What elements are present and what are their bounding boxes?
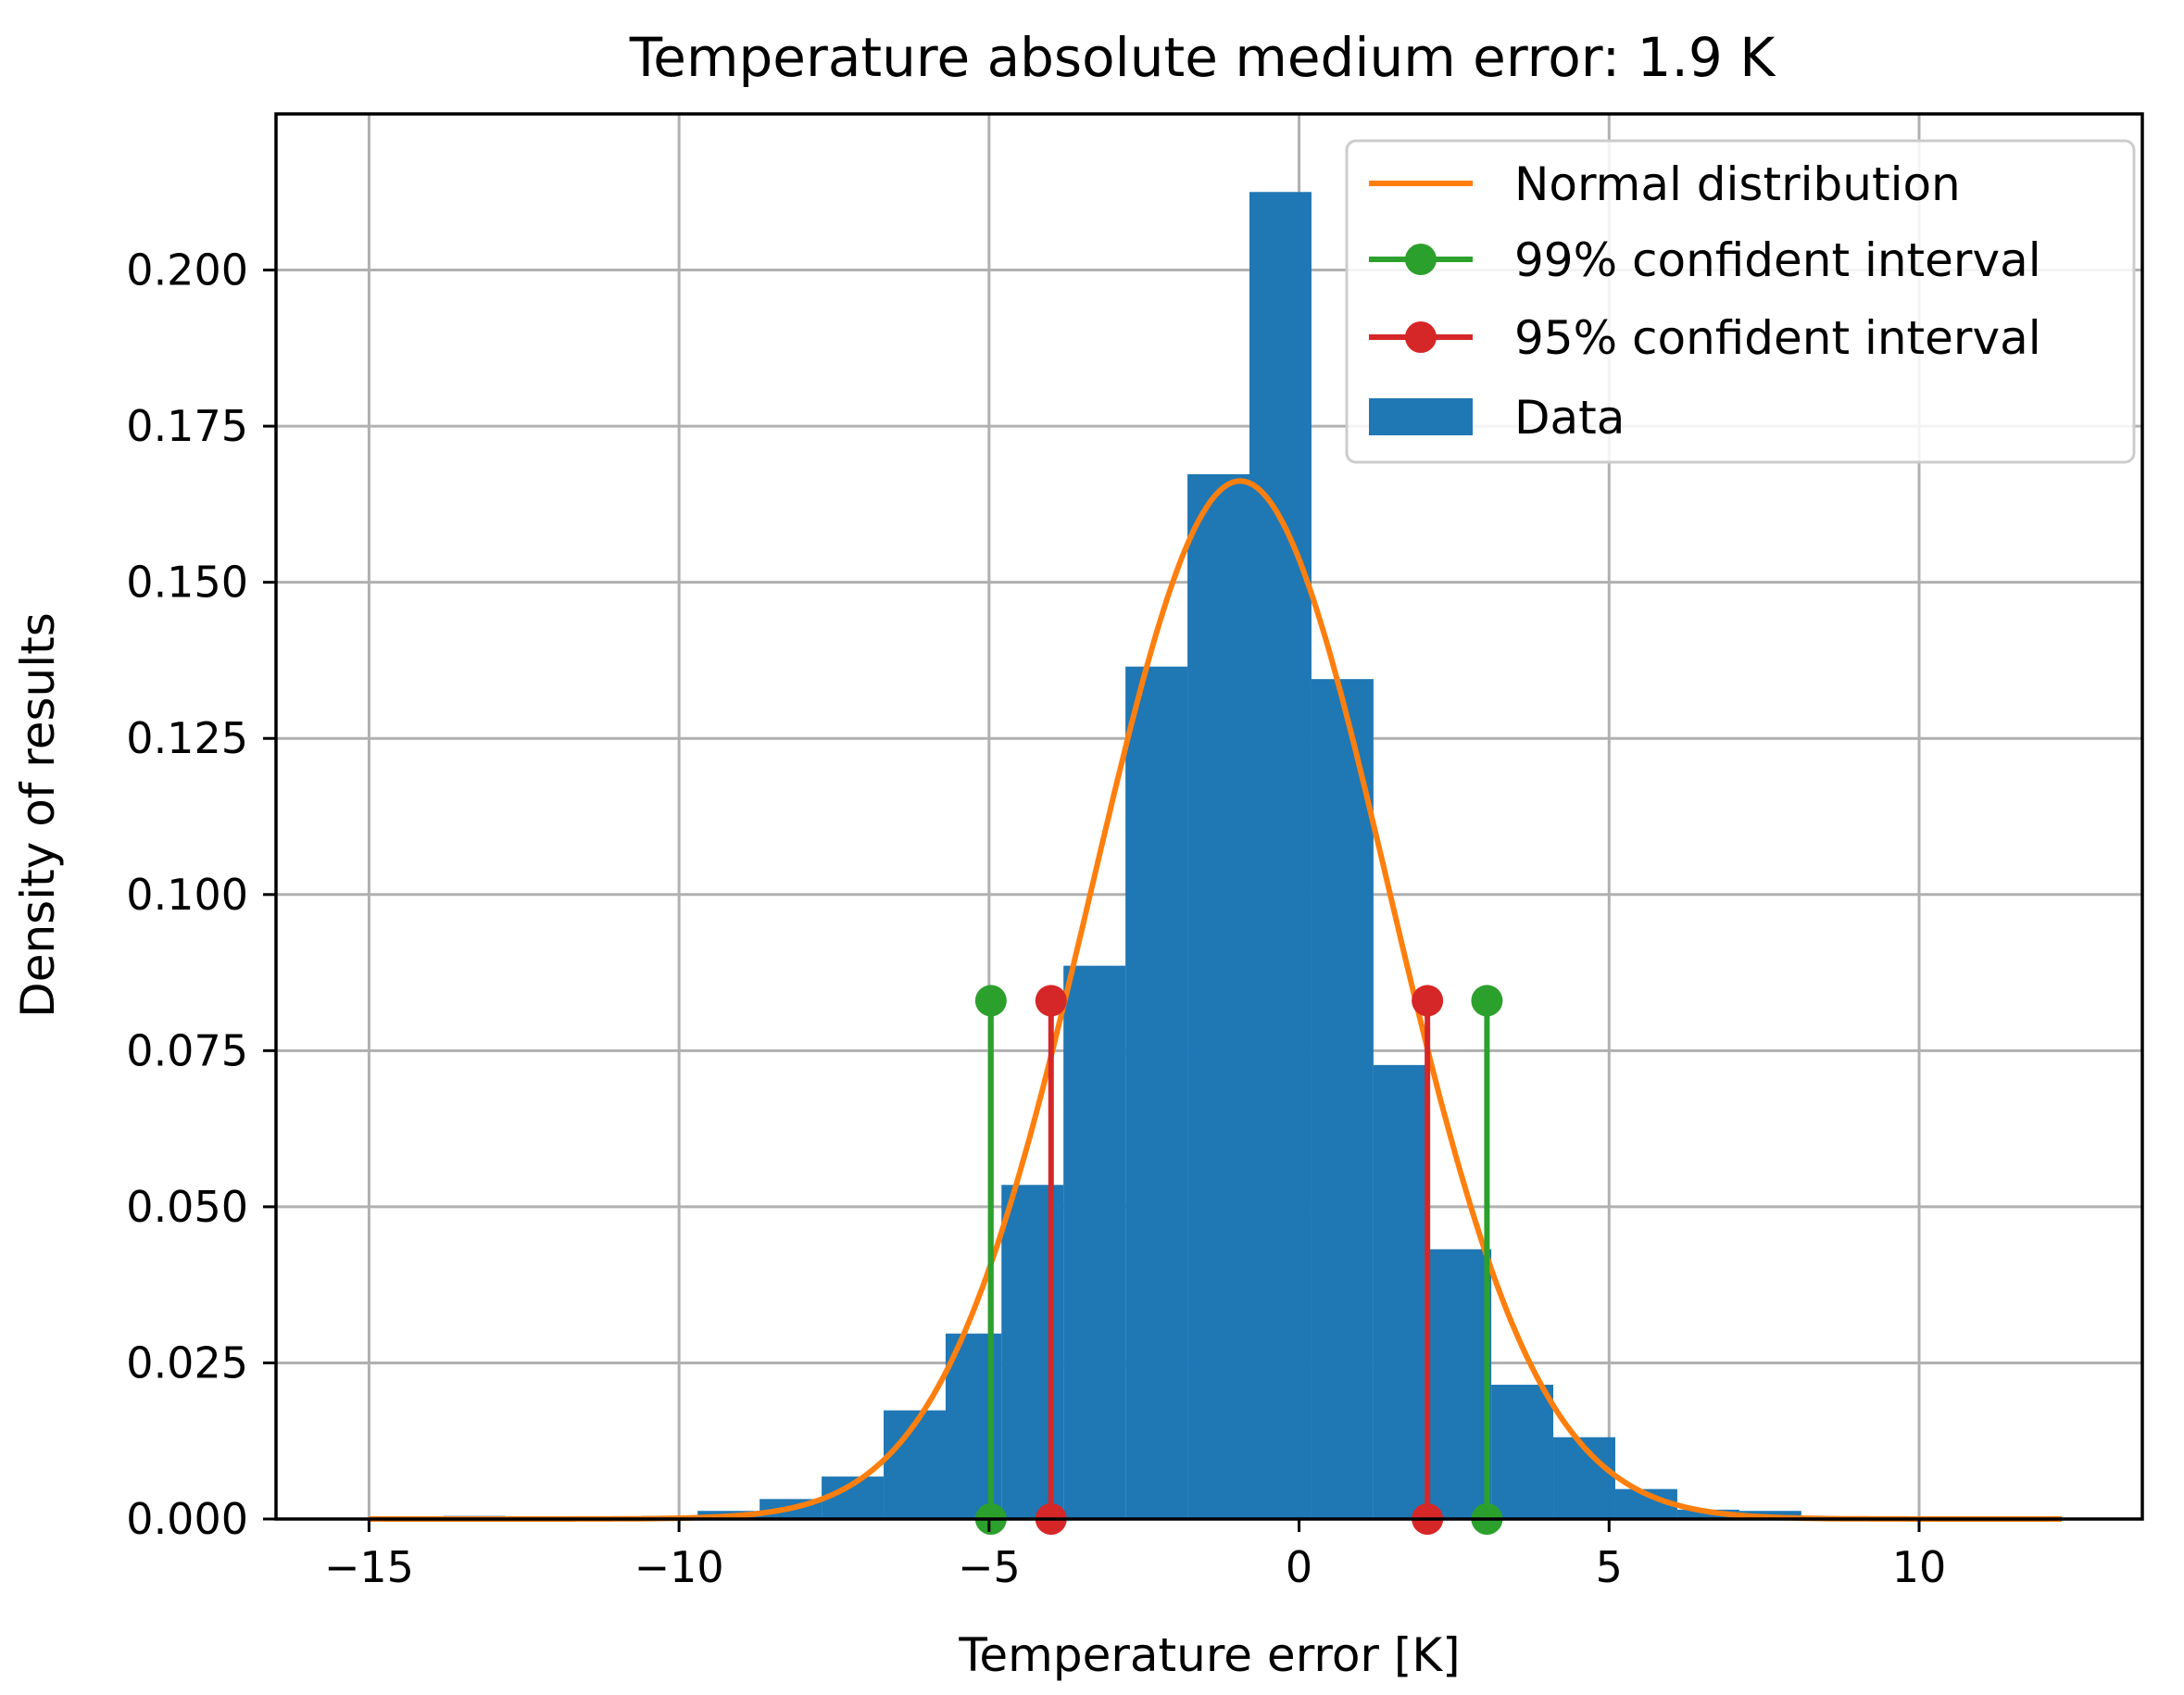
y-axis-ticks: 0.000 0.025 0.050 0.075 0.100 0.125 0.150 0.175… [126,245,276,1544]
histogram-bar [1491,1385,1554,1519]
legend-box [1345,139,2136,464]
x-tick-label: 0 [1286,1542,1312,1592]
legend-swatch-data [1369,398,1473,435]
x-tick-label: 5 [1596,1542,1623,1592]
histogram [369,192,2062,1519]
y-tick-label: 0.200 [126,245,248,295]
x-tick-label: −5 [958,1542,1021,1592]
x-tick-label: −10 [634,1542,724,1592]
y-tick-label: 0.025 [126,1337,248,1387]
y-tick-label: 0.075 [126,1025,248,1075]
legend-marker-99 [1405,244,1437,275]
x-tick-label: −15 [324,1542,414,1592]
y-tick-label: 0.050 [126,1182,248,1232]
y-tick-label: 0.100 [126,870,248,920]
x-axis-ticks: −15 −10 −5 0 5 10 [324,1519,1946,1592]
legend-label-99: 99% confident interval [1514,233,2041,287]
histogram-bar [1001,1185,1064,1519]
histogram-bar [1063,965,1126,1519]
legend: Normal distribution 99% confident interv… [1345,139,2136,464]
histogram-bar [1187,474,1250,1519]
y-tick-label: 0.175 [126,401,248,451]
x-axis-label: Temperature error [K] [958,1628,1460,1682]
legend-label-95: 95% confident interval [1514,311,2041,365]
interval-99-marker-top [974,985,1007,1017]
legend-label-normal: Normal distribution [1514,157,1961,211]
histogram-bar [1429,1249,1492,1519]
x-tick-label: 10 [1892,1542,1947,1592]
histogram-bar [1373,1064,1430,1519]
legend-marker-95 [1405,321,1437,353]
confidence-intervals [974,985,1503,1535]
y-axis-label: Density of results [11,612,65,1018]
histogram-bar [1249,192,1312,1519]
histogram-bar [1125,666,1188,1519]
y-tick-label: 0.125 [126,713,248,763]
y-tick-label: 0.150 [126,558,248,608]
interval-99-marker-top [1471,985,1503,1017]
interval-95-marker-top [1035,985,1067,1017]
chart-title: Temperature absolute medium error: 1.9 K [629,26,1776,89]
plot-frame [274,112,2144,1521]
histogram-bar [1311,679,1374,1519]
interval-95-marker-top [1412,985,1444,1017]
legend-label-data: Data [1514,391,1625,445]
y-tick-label: 0.000 [126,1494,248,1544]
